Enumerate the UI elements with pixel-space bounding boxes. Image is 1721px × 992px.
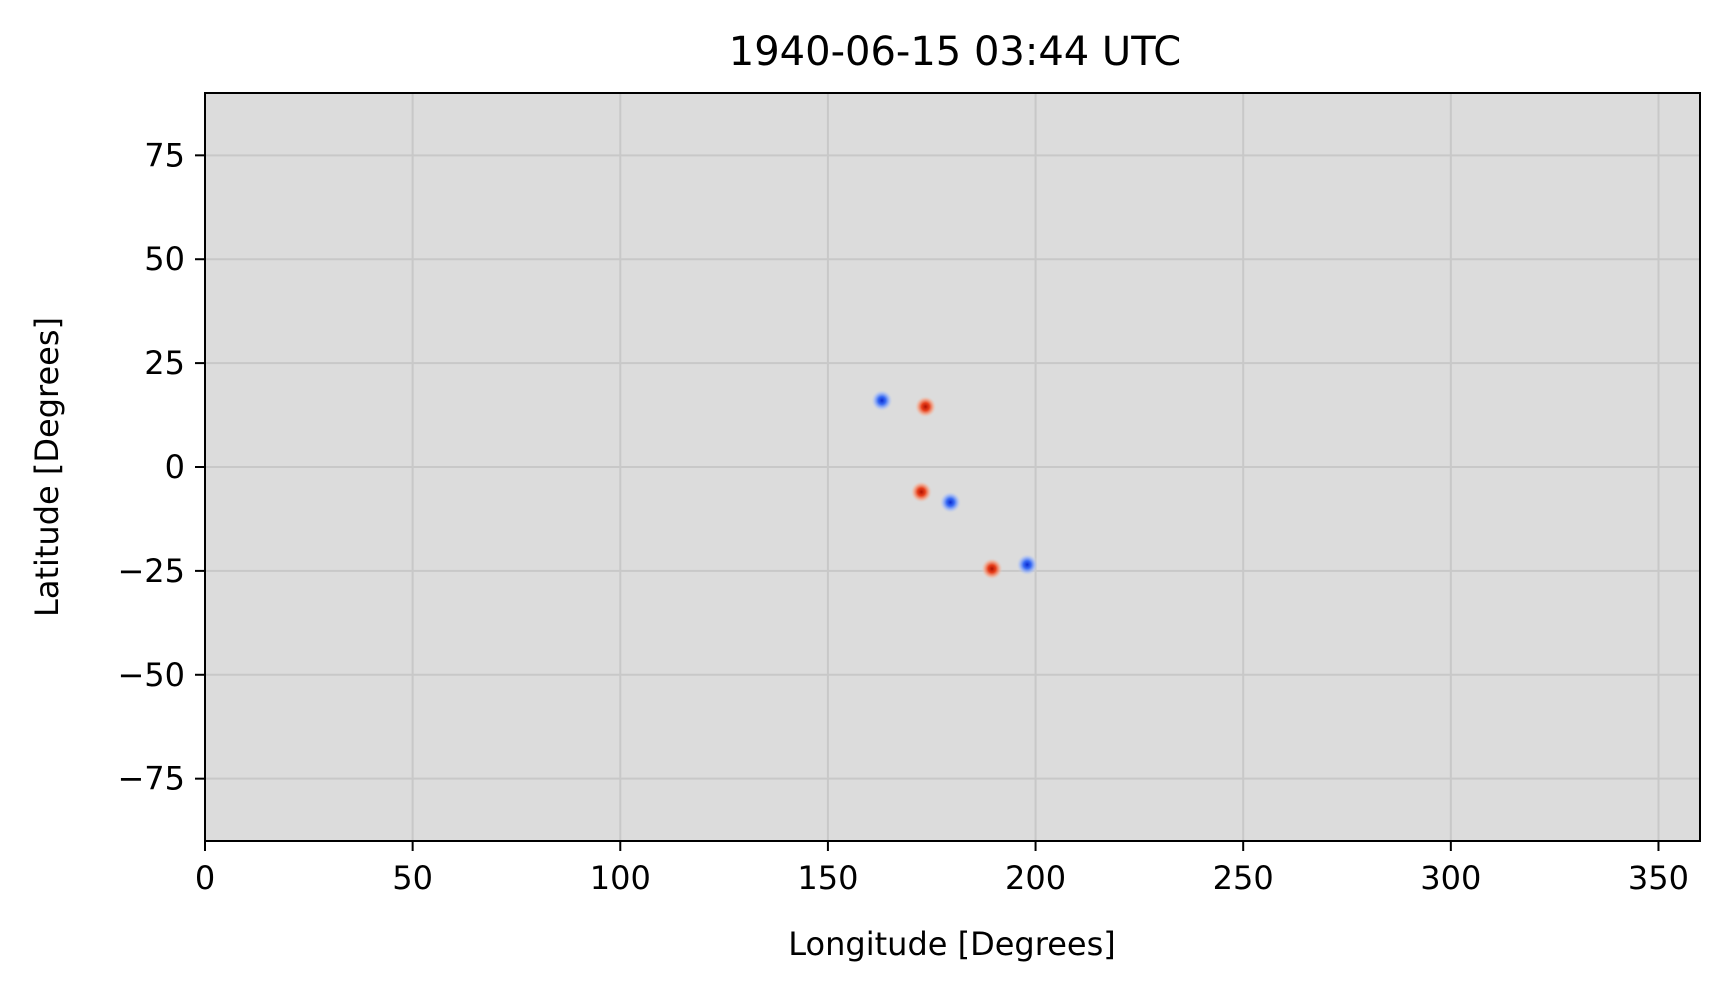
y-tick-label: −75	[117, 760, 185, 798]
y-tick-label: 75	[144, 136, 185, 174]
x-tick-label: 250	[1213, 859, 1274, 897]
y-tick-label: 50	[144, 240, 185, 278]
x-tick-label: 50	[392, 859, 433, 897]
x-tick-label: 350	[1628, 859, 1689, 897]
y-axis-ticks: 75 50 25 0 −25 −50 −75	[117, 136, 205, 798]
y-tick-label: −50	[117, 656, 185, 694]
x-tick-label: 150	[797, 859, 858, 897]
grid-lines	[204, 93, 1700, 841]
positive-spot-point	[910, 480, 933, 503]
x-tick-label: 300	[1420, 859, 1481, 897]
x-tick-label: 100	[590, 859, 651, 897]
negative-spot-point	[939, 491, 962, 514]
y-tick-label: 0	[165, 448, 185, 486]
y-tick-label: −25	[117, 552, 185, 590]
positive-spot-point	[980, 557, 1003, 580]
y-axis-label: Latitude [Degrees]	[28, 317, 66, 617]
x-tick-label: 200	[1005, 859, 1066, 897]
negative-spot-point	[1016, 553, 1039, 576]
x-axis-ticks: 0 50 100 150 200 250 300 350	[195, 841, 1689, 897]
data-points	[870, 389, 1039, 580]
positive-spot-point	[914, 395, 937, 418]
chart-title: 1940-06-15 03:44 UTC	[729, 29, 1181, 75]
negative-spot-point	[870, 389, 893, 412]
x-axis-label: Longitude [Degrees]	[788, 925, 1115, 963]
x-tick-label: 0	[195, 859, 215, 897]
y-tick-label: 25	[144, 344, 185, 382]
